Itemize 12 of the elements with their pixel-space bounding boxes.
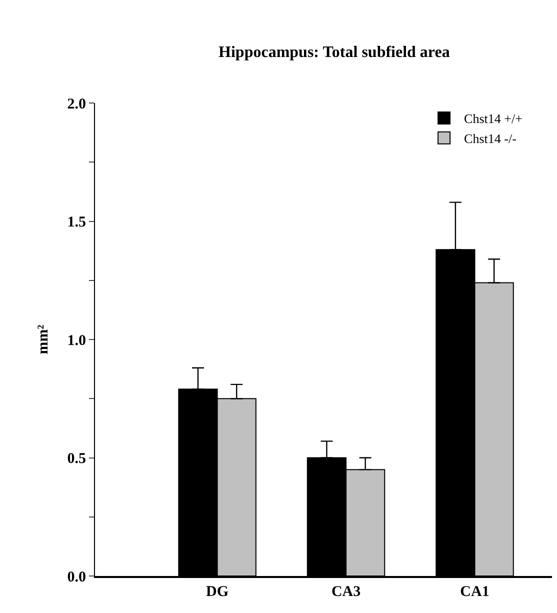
y-tick-label: 1.0 <box>67 332 86 349</box>
legend-label: Chst14 +/+ <box>464 111 522 126</box>
y-tick-label: 0.0 <box>67 569 86 586</box>
x-tick-label: DG <box>206 584 229 600</box>
y-tick-label: 2.0 <box>67 96 86 112</box>
y-axis-title: mm² <box>36 324 52 354</box>
chart-title: Hippocampus: Total subfield area <box>218 44 450 62</box>
legend-label: Chst14 -/- <box>464 130 516 146</box>
x-tick-label: CA1 <box>460 584 490 600</box>
x-tick-label: CA3 <box>331 584 361 600</box>
y-tick-label: 1.5 <box>67 214 86 230</box>
y-tick-label: 0.5 <box>67 451 86 467</box>
